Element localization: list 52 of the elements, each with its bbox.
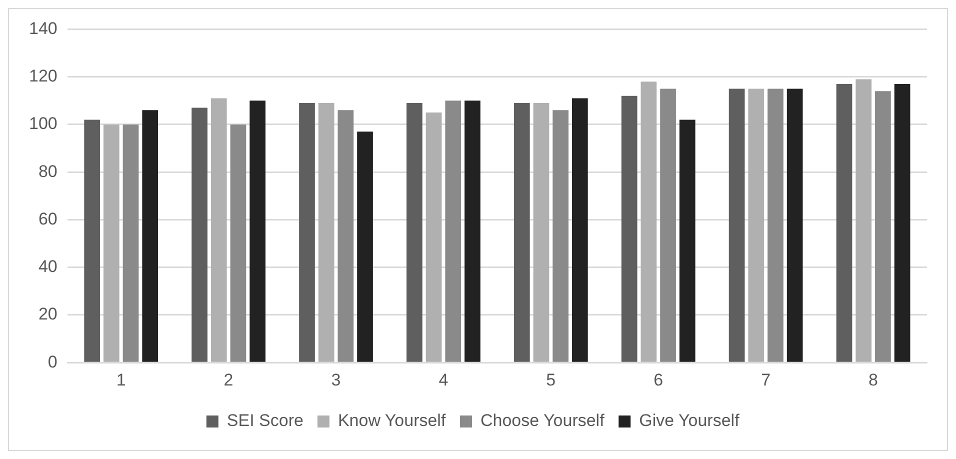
y-tick-label: 100 — [28, 114, 58, 134]
bar — [318, 103, 334, 362]
x-tick-label: 5 — [546, 370, 556, 390]
bar — [768, 88, 784, 362]
bar — [192, 108, 208, 362]
bar — [464, 100, 480, 362]
bar — [894, 84, 910, 362]
bar — [679, 120, 696, 362]
x-tick-label: 8 — [868, 370, 878, 390]
legend-label: Know Yourself — [338, 411, 446, 430]
bar — [875, 91, 891, 362]
bar — [856, 79, 872, 362]
y-tick-label: 40 — [38, 257, 58, 276]
bar — [426, 112, 442, 362]
y-tick-label: 140 — [28, 18, 58, 38]
bar — [230, 124, 246, 362]
bar — [122, 124, 139, 362]
bar — [84, 120, 100, 362]
bar — [357, 132, 373, 362]
y-tick-label: 20 — [38, 304, 58, 324]
bar — [250, 100, 266, 362]
bar — [533, 103, 550, 362]
y-tick-label: 60 — [38, 209, 58, 228]
bar — [621, 96, 638, 362]
bar — [406, 103, 422, 362]
legend-label: SEI Score — [226, 411, 304, 430]
bar — [338, 110, 354, 362]
y-tick-label: 0 — [48, 352, 58, 372]
y-tick-label: 80 — [38, 162, 58, 181]
bar — [728, 88, 745, 362]
bar — [514, 103, 530, 362]
x-tick-label: 4 — [438, 370, 448, 390]
bar — [445, 100, 462, 362]
bar — [103, 124, 120, 362]
bar — [836, 84, 852, 362]
bar — [786, 88, 803, 362]
bar — [748, 88, 764, 362]
legend-label: Choose Yourself — [480, 411, 605, 430]
legend-label: Give Yourself — [639, 411, 740, 430]
x-tick-label: 7 — [761, 370, 771, 390]
x-tick-label: 2 — [224, 370, 234, 390]
x-tick-label: 6 — [654, 370, 664, 390]
bar — [299, 103, 315, 362]
bar — [552, 110, 569, 362]
x-tick-label: 3 — [331, 370, 341, 390]
bar — [210, 98, 227, 362]
bar — [660, 88, 676, 362]
bar — [572, 98, 588, 362]
bar — [142, 110, 158, 362]
bar — [640, 82, 657, 362]
y-tick-label: 120 — [28, 66, 58, 86]
x-tick-label: 1 — [116, 370, 126, 390]
